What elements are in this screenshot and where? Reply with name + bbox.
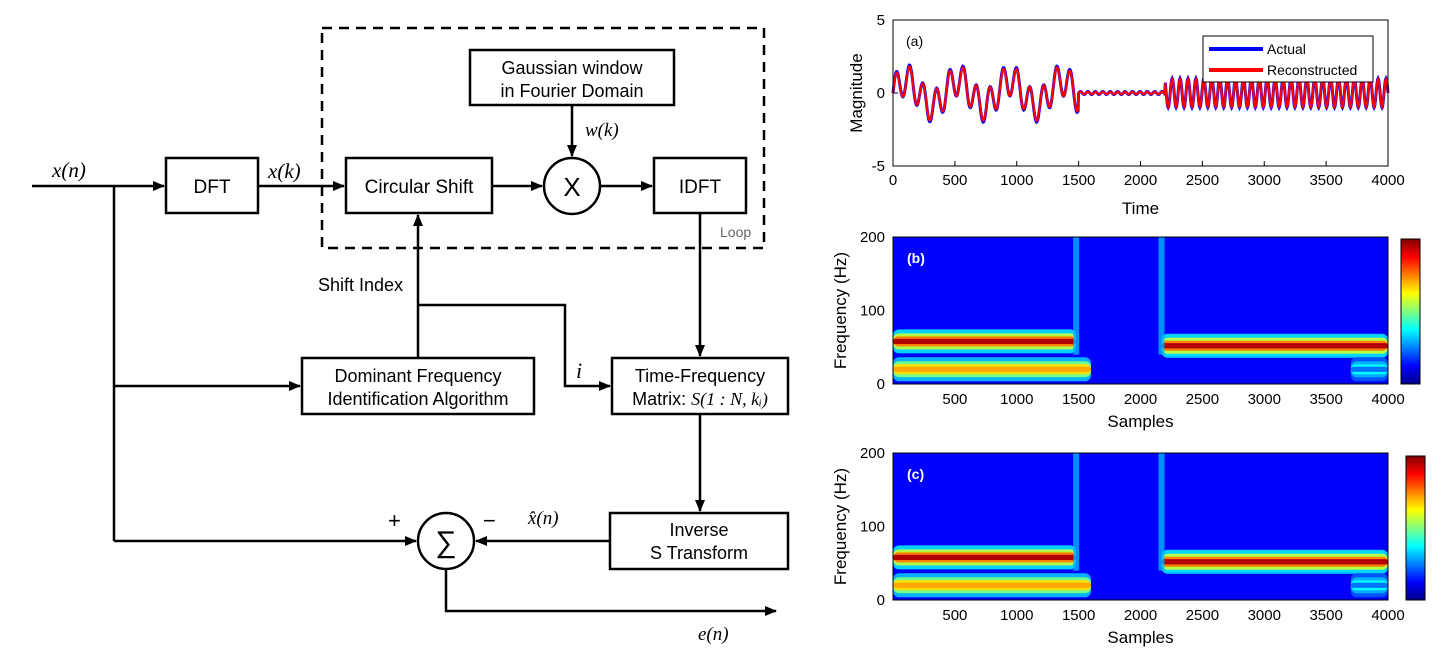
heatmap-band-3	[1350, 582, 1388, 588]
signal-wires	[32, 105, 777, 616]
loop-label: Loop	[720, 224, 751, 240]
transition-streak-0	[1073, 453, 1080, 571]
series-line-reconstructed	[891, 65, 1390, 123]
x-tick-label: 1000	[1000, 172, 1033, 189]
x-tick-label: 2000	[1124, 607, 1157, 624]
x-tick-label: 1000	[1000, 391, 1033, 408]
x-axis-label: Time	[1122, 199, 1159, 218]
x-tick-label: 2500	[1186, 607, 1219, 624]
y-axis-label: Magnitude	[847, 53, 866, 132]
legend-label-actual: Actual	[1267, 41, 1306, 57]
chart-panel-c: 500 1000 1500 2000 2500 3000 3500 4000 0 100 200 Sa…	[831, 445, 1426, 647]
inverse-s-transform-line1: Inverse	[669, 520, 728, 540]
y-tick-label: 5	[877, 12, 885, 29]
x-tick-label: 2500	[1186, 172, 1219, 189]
transition-streak-1	[1158, 453, 1165, 571]
estimate-label: x̂(n)	[527, 508, 559, 529]
time-frequency-line2: Matrix: S(1 : N, kᵢ)	[632, 389, 768, 410]
x-tick-label: 3500	[1309, 607, 1342, 624]
window-label: w(k)	[585, 120, 619, 141]
shift-index-label: Shift Index	[318, 275, 403, 295]
circular-shift-block	[344, 156, 494, 215]
y-tick-label: 200	[860, 229, 885, 246]
x-tick-label: 500	[942, 172, 967, 189]
x-tick-label: 1000	[1000, 607, 1033, 624]
panel-label: (a)	[906, 33, 923, 49]
x-tick-label: 3000	[1248, 172, 1281, 189]
idft-label: IDFT	[679, 177, 722, 198]
gaussian-window-line2: in Fourier Domain	[500, 81, 643, 101]
x-tick-label: 3000	[1248, 607, 1281, 624]
panel-label: (b)	[907, 250, 925, 266]
transition-streak-1	[1158, 237, 1165, 355]
chart-panel-b: 500 1000 1500 2000 2500 3000 3500 4000 0 100 200 Sa…	[831, 229, 1421, 431]
dft-output-label: x(k)	[267, 159, 301, 183]
error-output-label: e(n)	[698, 624, 729, 645]
x-tick-label: 4000	[1371, 172, 1404, 189]
x-tick-label: 3000	[1248, 391, 1281, 408]
y-tick-label: 0	[877, 592, 885, 609]
x-tick-label: 3500	[1309, 172, 1342, 189]
transition-streak-0	[1073, 237, 1080, 355]
x-tick-label: 1500	[1062, 607, 1095, 624]
dominant-frequency-block	[300, 356, 536, 416]
x-tick-label: 3500	[1309, 391, 1342, 408]
inverse-s-transform-line2: S Transform	[650, 543, 748, 563]
heatmap-band-2	[1161, 343, 1388, 349]
heatmap-band-2	[1161, 559, 1388, 565]
block-diagram: Loop Gaussian window in Fourier Domain D…	[32, 26, 790, 645]
x-axis-label: Samples	[1107, 628, 1173, 647]
x-tick-label: 0	[889, 172, 897, 189]
colorbar	[1400, 238, 1421, 385]
x-tick-label: 2000	[1124, 172, 1157, 189]
x-tick-label: 500	[942, 607, 967, 624]
axes-frame	[892, 236, 1389, 385]
heatmap-band-1	[893, 582, 1091, 588]
dominant-frequency-line1: Dominant Frequency	[334, 366, 501, 386]
heatmap-band-3	[1350, 366, 1388, 372]
y-tick-label: 100	[860, 519, 885, 536]
x-tick-label: 1500	[1062, 391, 1095, 408]
legend-label-reconstructed: Reconstructed	[1267, 62, 1357, 78]
dft-label: DFT	[194, 177, 231, 198]
index-i-label: i	[576, 358, 582, 383]
legend-box	[1202, 35, 1374, 83]
y-tick-label: -5	[872, 158, 885, 175]
colorbar	[1405, 455, 1426, 601]
x-tick-label: 2500	[1186, 391, 1219, 408]
dominant-frequency-line2: Identification Algorithm	[327, 389, 508, 409]
heatmap-band-0	[893, 338, 1077, 344]
axes-frame	[892, 452, 1389, 601]
x-tick-label: 500	[942, 391, 967, 408]
y-tick-label: 0	[877, 85, 885, 102]
y-axis-label: Frequency (Hz)	[831, 468, 850, 585]
panel-label: (c)	[907, 466, 924, 482]
x-tick-label: 4000	[1371, 391, 1404, 408]
dft-block	[164, 156, 260, 215]
inverse-s-transform-block	[608, 511, 790, 571]
input-signal-label: x(n)	[51, 158, 86, 182]
x-tick-label: 2000	[1124, 391, 1157, 408]
minus-sign: −	[483, 508, 496, 533]
circular-shift-label: Circular Shift	[365, 177, 474, 198]
time-frequency-line1: Time-Frequency	[635, 366, 765, 386]
loop-frame	[320, 26, 766, 250]
heatmap-band-1	[893, 366, 1091, 372]
x-tick-label: 4000	[1371, 607, 1404, 624]
chart-panel-a: 0 500 1000 1500 2000 2500 3000 3500 4000-505Time…	[847, 12, 1405, 218]
y-tick-label: 100	[860, 303, 885, 320]
time-frequency-block	[610, 356, 790, 416]
y-axis-label: Frequency (Hz)	[831, 252, 850, 369]
y-tick-label: 0	[877, 376, 885, 393]
plus-sign: +	[388, 508, 401, 533]
x-axis-label: Samples	[1107, 412, 1173, 431]
summing-symbol: ∑	[435, 526, 456, 559]
heatmap-band-0	[893, 554, 1077, 560]
multiplier-symbol: X	[563, 172, 580, 202]
y-tick-label: 200	[860, 445, 885, 462]
gaussian-window-line1: Gaussian window	[501, 58, 643, 78]
x-tick-label: 1500	[1062, 172, 1095, 189]
